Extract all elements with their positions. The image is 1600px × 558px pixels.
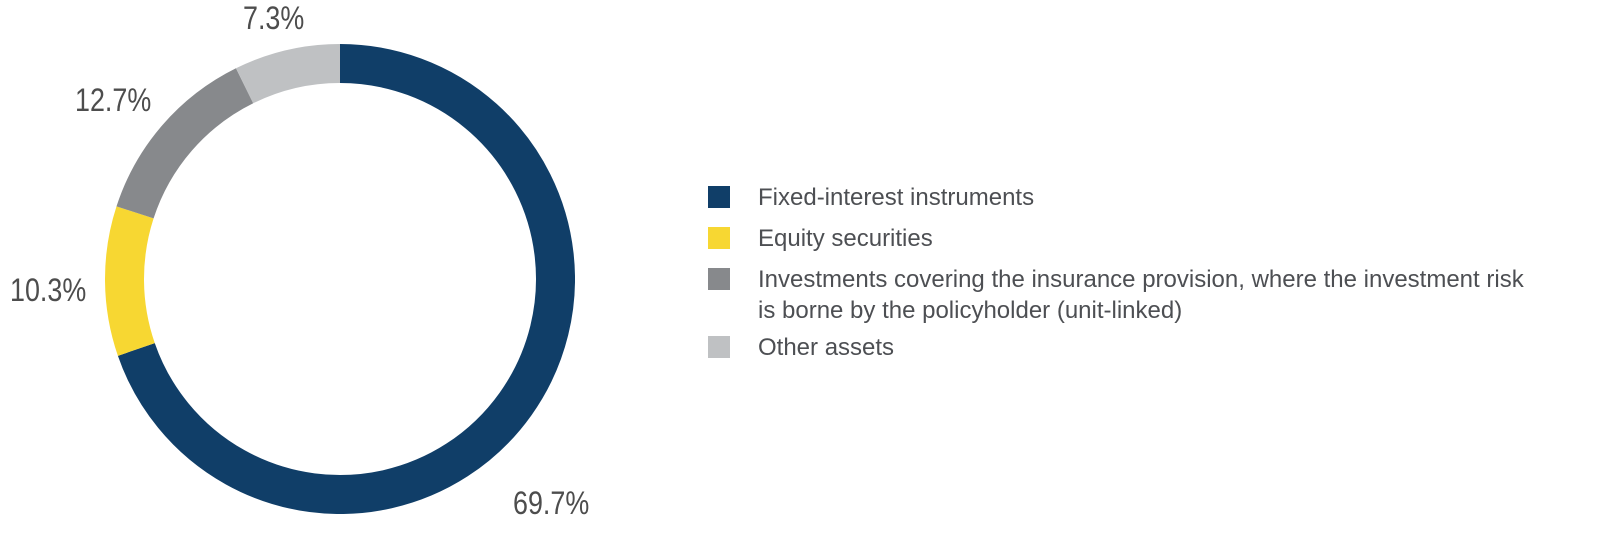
pct-label-unit-linked: 12.7% (75, 82, 152, 118)
legend-swatch-unit-linked (708, 268, 730, 290)
donut-chart-svg (105, 44, 575, 514)
legend-swatch-equity-securities (708, 227, 730, 249)
legend-label: Other assets (758, 334, 895, 361)
legend-item-unit-linked: Investments covering the insurance provi… (708, 264, 1524, 326)
legend-swatch-other-assets (708, 336, 730, 358)
pct-label-equity-securities: 10.3% (10, 272, 87, 308)
legend-item-fixed-interest: Fixed-interest instruments (708, 182, 1524, 213)
legend-label: Fixed-interest instruments (758, 184, 1035, 211)
pct-label-other-assets: 7.3% (243, 0, 305, 36)
legend-item-other-assets: Other assets (708, 332, 1524, 363)
donut-segment-2 (116, 68, 254, 219)
donut-segment-1 (105, 206, 155, 356)
legend-label: Equity securities (758, 225, 933, 252)
donut-segment-0 (117, 44, 575, 514)
legend-item-equity-securities: Equity securities (708, 223, 1524, 254)
donut-segment-3 (235, 44, 341, 104)
chart-legend: Fixed-interest instruments Equity securi… (708, 182, 1524, 363)
pct-label-fixed-interest: 69.7% (513, 485, 590, 521)
legend-swatch-fixed-interest (708, 186, 730, 208)
legend-label: Investments covering the insurance provi… (758, 266, 1524, 324)
